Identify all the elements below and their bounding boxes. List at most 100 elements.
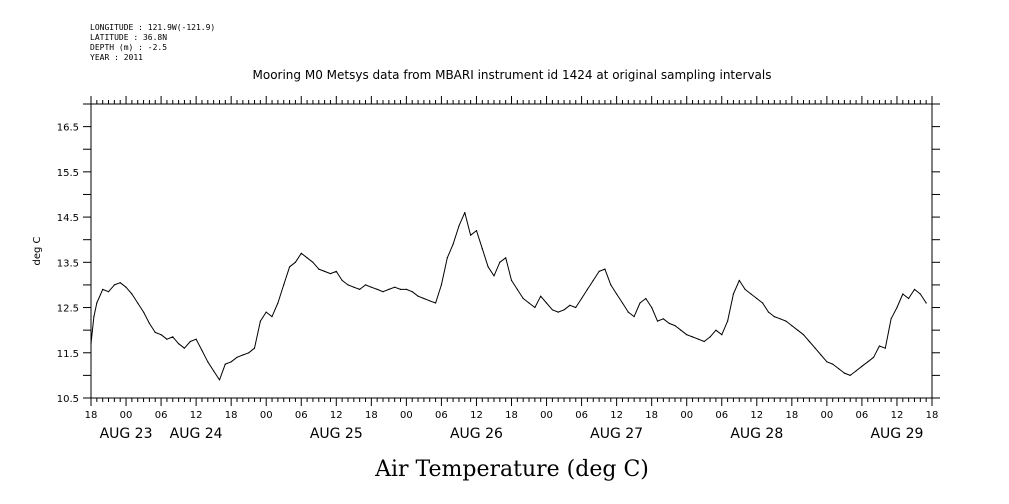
data-point bbox=[703, 340, 705, 343]
data-point bbox=[551, 309, 554, 311]
x-tick-label: 12 bbox=[750, 410, 763, 421]
data-point bbox=[493, 275, 495, 277]
data-point bbox=[785, 320, 787, 322]
data-point bbox=[230, 361, 232, 363]
data-point bbox=[481, 248, 483, 250]
data-point bbox=[417, 295, 419, 297]
data-point bbox=[440, 284, 442, 286]
data-point bbox=[201, 349, 203, 352]
data-point bbox=[470, 234, 472, 236]
data-point bbox=[148, 322, 150, 324]
metadata-latitude: LATITUDE : 36.8N bbox=[90, 33, 167, 42]
data-point bbox=[621, 302, 624, 304]
data-point bbox=[341, 279, 343, 281]
data-point bbox=[300, 252, 302, 254]
data-point bbox=[744, 288, 746, 290]
data-point bbox=[832, 363, 834, 365]
data-point bbox=[242, 354, 244, 356]
data-point bbox=[253, 347, 256, 349]
y-tick-label: 14.5 bbox=[57, 213, 79, 224]
data-point bbox=[475, 230, 478, 232]
data-point bbox=[306, 257, 308, 259]
data-point bbox=[873, 356, 875, 358]
data-point bbox=[861, 365, 863, 367]
data-point bbox=[329, 273, 332, 275]
data-point bbox=[545, 302, 548, 304]
x-tick-label: 06 bbox=[715, 410, 728, 421]
x-tick-label: 18 bbox=[926, 410, 939, 421]
data-point bbox=[791, 325, 793, 327]
data-point bbox=[207, 361, 209, 363]
data-point bbox=[604, 268, 606, 270]
data-point bbox=[808, 340, 811, 343]
x-tick-label: 18 bbox=[85, 410, 98, 421]
series-line-air-temperature bbox=[90, 212, 927, 381]
metadata-year: YEAR : 2011 bbox=[90, 53, 143, 62]
y-tick-label: 11.5 bbox=[57, 349, 79, 360]
data-point bbox=[756, 297, 758, 300]
x-axis-label: Air Temperature (deg C) bbox=[374, 457, 649, 482]
data-point bbox=[93, 316, 95, 318]
data-point bbox=[645, 297, 647, 300]
data-point bbox=[312, 261, 314, 263]
data-point bbox=[183, 347, 185, 349]
data-point bbox=[633, 316, 635, 318]
data-point bbox=[575, 306, 577, 309]
data-point bbox=[364, 284, 367, 286]
data-point bbox=[96, 302, 98, 304]
data-point bbox=[271, 316, 273, 318]
data-point bbox=[867, 361, 869, 363]
axes: 10.5 11.5 12.5 13.5 14.5 15.5 16.5 18 00 06 12 18 00… bbox=[57, 96, 940, 442]
x-tick-label: 06 bbox=[575, 410, 588, 421]
data-point bbox=[166, 338, 168, 340]
data-point bbox=[102, 288, 104, 290]
data-point bbox=[294, 261, 296, 263]
x-tick-label: 12 bbox=[891, 410, 904, 421]
y-tick-label: 13.5 bbox=[57, 258, 79, 269]
data-point bbox=[382, 291, 384, 293]
x-tick-label: 18 bbox=[645, 410, 658, 421]
data-point bbox=[125, 286, 127, 288]
data-point bbox=[651, 306, 653, 309]
data-point bbox=[370, 286, 372, 288]
data-point bbox=[727, 320, 729, 322]
x-tick-label: 06 bbox=[155, 410, 168, 421]
data-point bbox=[528, 302, 530, 304]
data-point bbox=[213, 370, 215, 372]
metadata-longitude: LONGITUDE : 121.9W(-121.9) bbox=[90, 23, 215, 32]
data-point bbox=[516, 288, 518, 290]
data-point bbox=[335, 270, 337, 272]
x-tick-label: 18 bbox=[365, 410, 378, 421]
data-point bbox=[709, 336, 711, 338]
data-point bbox=[540, 295, 542, 297]
data-point bbox=[452, 243, 454, 245]
data-point bbox=[388, 288, 390, 290]
data-point bbox=[890, 318, 892, 320]
data-point bbox=[399, 288, 402, 290]
data-point bbox=[248, 352, 250, 354]
data-point bbox=[107, 291, 110, 293]
metadata-block: LONGITUDE : 121.9W(-121.9) LATITUDE : 36… bbox=[90, 23, 215, 62]
data-point bbox=[195, 338, 197, 340]
data-point bbox=[499, 261, 501, 263]
data-point bbox=[586, 288, 589, 290]
data-point bbox=[849, 374, 851, 376]
data-point bbox=[394, 286, 396, 288]
data-point bbox=[423, 297, 425, 300]
data-point bbox=[283, 284, 285, 286]
metadata-depth: DEPTH (m) : -2.5 bbox=[90, 43, 167, 52]
data-point bbox=[662, 318, 664, 320]
data-point bbox=[435, 302, 437, 304]
data-point bbox=[913, 288, 916, 290]
x-tick-label: 06 bbox=[435, 410, 448, 421]
x-tick-label: 00 bbox=[680, 410, 693, 421]
data-point bbox=[353, 286, 355, 288]
x-tick-label: 18 bbox=[225, 410, 238, 421]
data-point bbox=[119, 282, 121, 284]
data-point bbox=[855, 370, 857, 372]
data-point bbox=[347, 284, 349, 286]
data-point bbox=[715, 329, 717, 331]
x-date-label: AUG 26 bbox=[450, 426, 503, 442]
x-date-label: AUG 28 bbox=[730, 426, 783, 442]
